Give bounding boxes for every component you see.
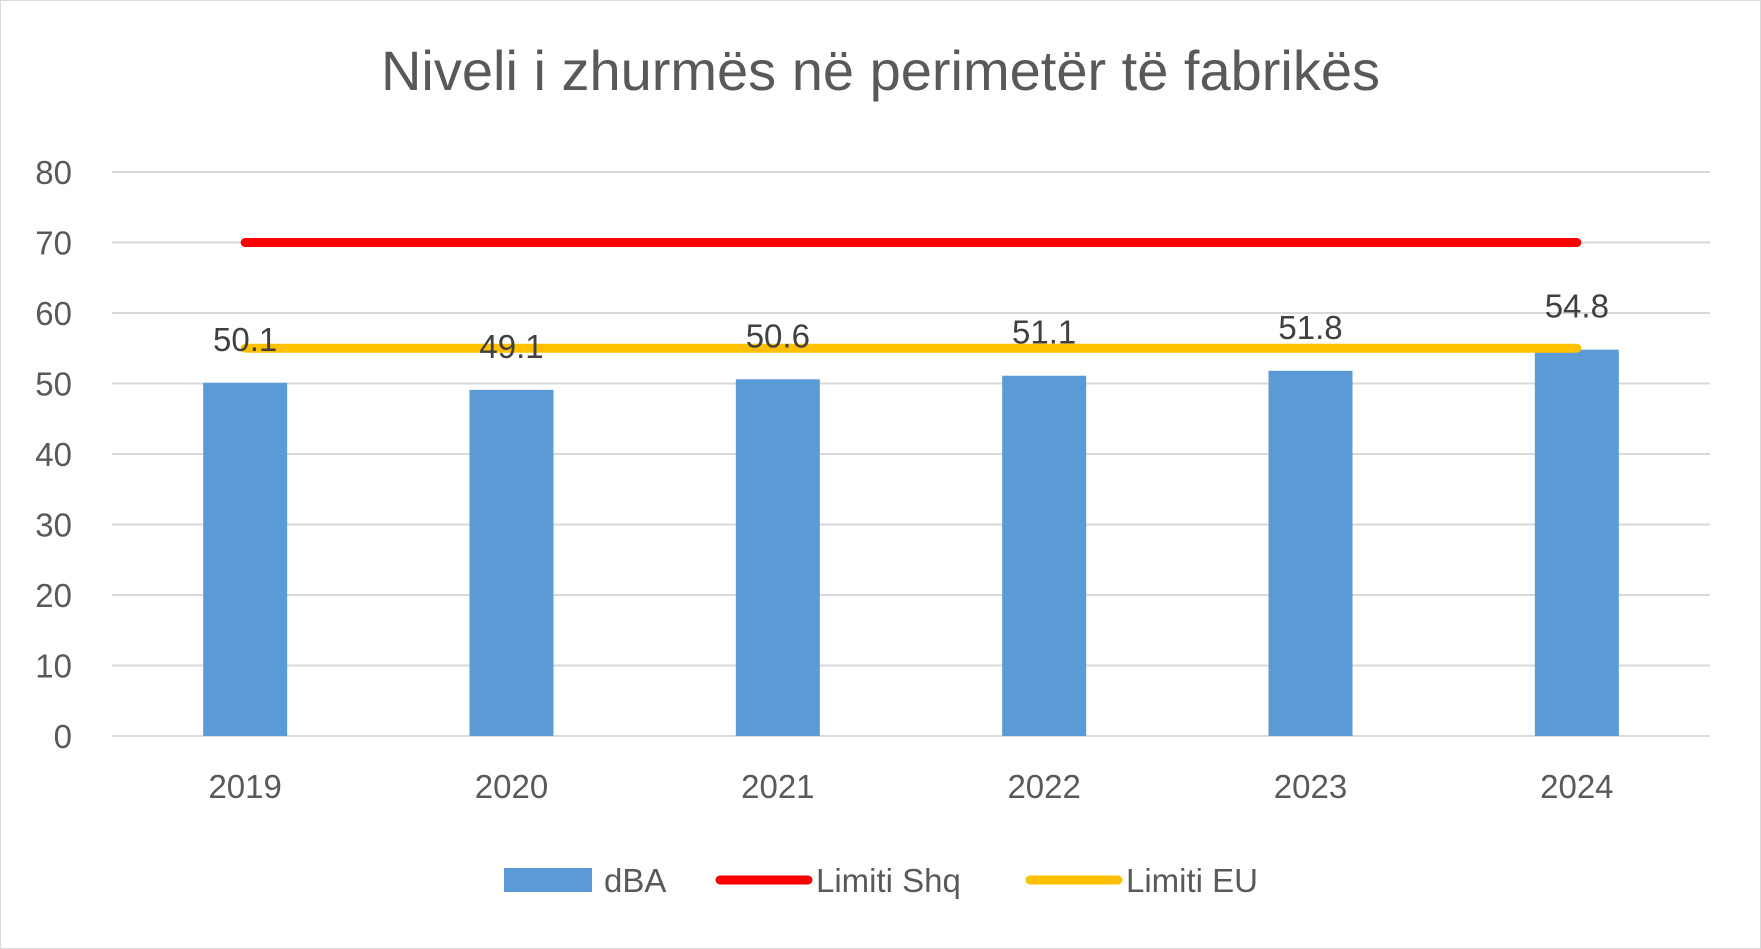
data-label: 54.8: [1545, 288, 1609, 325]
x-tick-label: 2019: [208, 768, 281, 805]
y-tick-label: 60: [35, 295, 72, 332]
bar: [1002, 375, 1087, 736]
x-tick-label: 2021: [741, 768, 814, 805]
bar: [203, 382, 288, 736]
y-tick-label: 70: [35, 225, 72, 262]
y-tick-label: 10: [35, 648, 72, 685]
legend-label: Limiti EU: [1126, 862, 1258, 899]
x-tick-label: 2023: [1274, 768, 1347, 805]
y-tick-label: 40: [35, 436, 72, 473]
y-tick-label: 50: [35, 366, 72, 403]
legend-label: dBA: [604, 862, 666, 899]
bar: [1268, 370, 1353, 736]
legend-swatch: [504, 868, 592, 892]
legend-label: Limiti Shq: [816, 862, 961, 899]
chart-title: Niveli i zhurmës në perimetër të fabrikë…: [380, 39, 1381, 102]
data-label: 49.1: [479, 328, 543, 365]
y-tick-label: 30: [35, 507, 72, 544]
data-label: 50.1: [213, 321, 277, 358]
data-label: 51.1: [1012, 314, 1076, 351]
y-tick-label: 80: [35, 154, 72, 191]
x-tick-label: 2022: [1007, 768, 1080, 805]
data-label: 50.6: [746, 317, 810, 354]
bar: [469, 389, 554, 736]
bar: [1534, 349, 1619, 736]
y-tick-label: 20: [35, 577, 72, 614]
bar: [735, 379, 820, 736]
x-tick-label: 2020: [475, 768, 548, 805]
data-label: 51.8: [1278, 309, 1342, 346]
y-tick-label: 0: [54, 718, 72, 755]
x-tick-label: 2024: [1540, 768, 1613, 805]
